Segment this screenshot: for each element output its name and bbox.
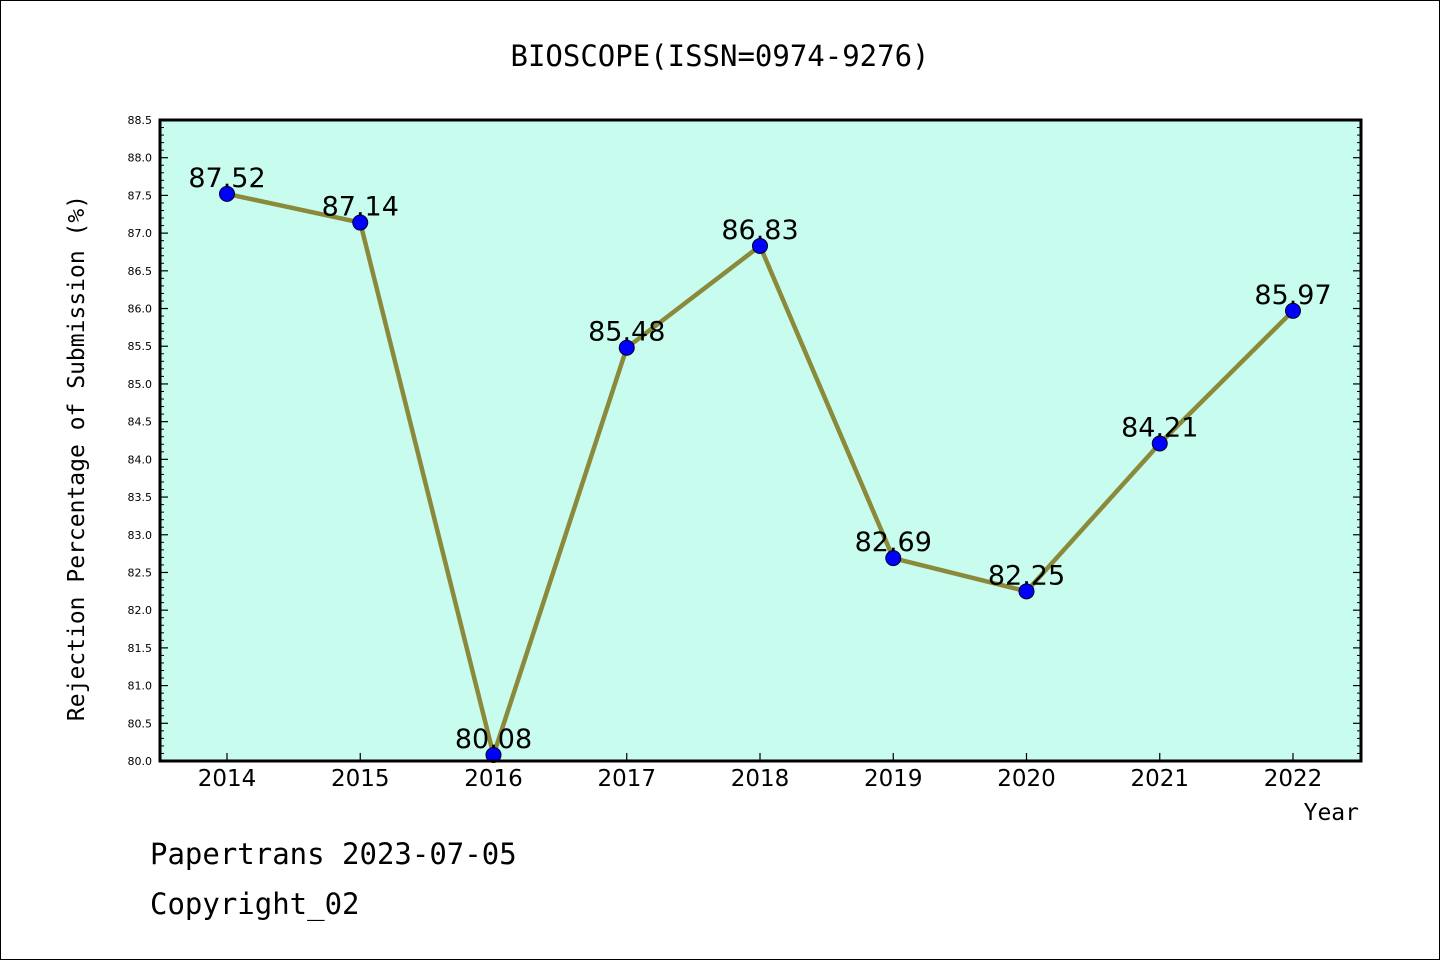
y-tick-label: 82.0 [128, 604, 153, 617]
y-tick-label: 84.5 [128, 416, 153, 429]
x-tick-label: 2018 [731, 766, 790, 792]
data-label-2014: 87.52 [188, 163, 265, 194]
data-point-2019 [885, 550, 902, 567]
data-label-2021: 84.21 [1121, 413, 1198, 444]
data-point-2017 [618, 339, 635, 356]
x-tick-label: 2015 [331, 766, 390, 792]
data-label-2022: 85.97 [1254, 280, 1331, 311]
y-tick-label: 84.0 [128, 453, 153, 466]
y-tick-label: 80.5 [128, 717, 153, 730]
x-tick-label: 2020 [997, 766, 1056, 792]
data-label-2018: 86.83 [721, 215, 798, 246]
chart-title: BIOSCOPE(ISSN=0974-9276) [510, 39, 929, 73]
data-label-2019: 82.69 [855, 527, 932, 558]
data-label-2020: 82.25 [988, 560, 1065, 591]
x-tick-label: 2021 [1130, 766, 1189, 792]
data-label-2016: 80.08 [455, 724, 532, 755]
y-tick-label: 81.0 [128, 680, 153, 693]
y-tick-label: 83.0 [128, 529, 153, 542]
data-point-2022 [1285, 302, 1301, 319]
footer-copyright: Copyright_02 [150, 887, 360, 922]
data-point-2015 [352, 214, 369, 231]
y-tick-label: 83.5 [128, 491, 153, 504]
y-tick-label: 85.5 [128, 340, 153, 353]
data-label-2017: 85.48 [588, 317, 665, 348]
x-tick-label: 2016 [464, 766, 523, 792]
y-tick-label: 87.5 [128, 189, 153, 202]
x-tick-label: 2019 [864, 766, 923, 792]
y-axis-label: Rejection Percentage of Submission (%) [64, 195, 90, 721]
x-tick-label: 2014 [198, 766, 257, 792]
x-axis: 2014 2015 2016 2017 2018 2019 2020 2021 2022 [198, 753, 1323, 792]
y-tick-label: 82.5 [128, 566, 153, 579]
footer-date: Papertrans 2023-07-05 [150, 837, 517, 871]
data-label-2015: 87.14 [322, 192, 399, 223]
data-labels: 87.52 87.14 80.08 85.48 86.83 82.69 82.25 84.21… [188, 163, 1331, 755]
y-tick-label: 88.0 [128, 152, 153, 165]
y-tick-label: 88.5 [128, 114, 153, 127]
x-axis-label: Year [1304, 800, 1359, 826]
y-tick-label: 87.0 [128, 227, 153, 240]
y-tick-label: 86.0 [128, 303, 153, 316]
y-tick-label: 81.5 [128, 642, 153, 655]
y-tick-label: 85.0 [128, 378, 153, 391]
y-axis: 80.0 80.5 81.0 81.5 82.0 82.5 83.0 83.5 84.0 84.5… [128, 114, 1361, 768]
data-point-2014 [219, 185, 235, 202]
x-tick-label: 2017 [597, 766, 656, 792]
x-tick-label: 2022 [1264, 766, 1323, 792]
data-point-2018 [752, 237, 768, 254]
data-point-2020 [1018, 583, 1035, 600]
data-point-2021 [1151, 435, 1168, 452]
series-line-group [219, 185, 1301, 763]
plot-border [158, 118, 1363, 763]
y-tick-label: 86.5 [128, 265, 153, 278]
y-tick-label: 80.0 [128, 755, 153, 768]
